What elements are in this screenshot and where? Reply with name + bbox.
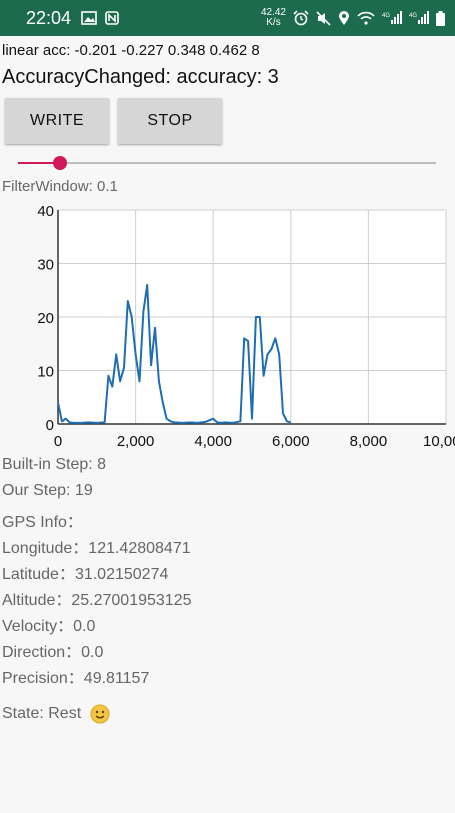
altitude-text: Altitude：25.27001953125 xyxy=(2,592,192,609)
chart-x-tick-label: 4,000 xyxy=(194,433,232,450)
chart-x-tick-label: 2,000 xyxy=(117,433,155,450)
accuracy-changed-text: AccuracyChanged: accuracy: 3 xyxy=(2,66,279,88)
chart-x-tick-label: 10,000 xyxy=(423,433,455,450)
latitude-text: Latitude：31.02150274 xyxy=(2,566,169,583)
stop-button[interactable]: STOP xyxy=(118,98,222,144)
chart-x-tick-label: 0 xyxy=(54,433,62,450)
signal-4g-icon: 4G xyxy=(409,11,429,24)
slider-thumb[interactable] xyxy=(52,156,67,170)
step-chart: 0 2,000 4,000 6,000 8,000 10,000 0 10 20 30 40 xyxy=(37,203,455,450)
chart-y-tick-label: 30 xyxy=(37,257,54,274)
state-text: State: Rest xyxy=(2,705,82,723)
gps-info-text: GPS Info： xyxy=(2,514,83,531)
chart-y-tick-label: 20 xyxy=(37,310,54,327)
chart-x-tick-label: 6,000 xyxy=(272,433,310,450)
nfc-icon xyxy=(105,11,119,25)
net-speed: 42.42 K/s xyxy=(260,7,286,28)
chart-series-line xyxy=(57,283,292,424)
longitude-text: Longitude：121.42808471 xyxy=(2,540,191,557)
status-time: 22:04 xyxy=(26,7,72,28)
chart-y-tick-label: 10 xyxy=(37,364,54,381)
builtin-step-text: Built-in Step: 8 xyxy=(2,456,107,473)
battery-icon xyxy=(436,10,445,26)
chart-y-tick-label: 40 xyxy=(37,203,54,220)
write-button[interactable]: WRITE xyxy=(5,98,109,144)
precision-text: Precision：49.81157 xyxy=(2,670,150,687)
location-icon xyxy=(339,11,349,25)
filter-window-label: FilterWindow: 0.1 xyxy=(2,178,118,195)
main-content: linear acc: -0.201 -0.227 0.348 0.462 8 … xyxy=(0,36,455,813)
linear-acc-text: linear acc: -0.201 -0.227 0.348 0.462 8 xyxy=(2,42,260,59)
slider-fill xyxy=(18,162,60,164)
velocity-text: Velocity：0.0 xyxy=(2,618,96,635)
signal-4g-icon: 4G xyxy=(382,11,402,24)
alarm-icon xyxy=(293,10,309,26)
state-row: State: Rest xyxy=(2,704,110,724)
our-step-text: Our Step: 19 xyxy=(2,482,93,499)
image-icon xyxy=(81,11,97,25)
mute-icon xyxy=(316,10,331,26)
chart-y-tick-label: 0 xyxy=(46,417,54,434)
smiley-icon xyxy=(90,704,110,724)
wifi-icon xyxy=(357,11,375,25)
status-bar: 22:04 42.42 K/s 4G 4G xyxy=(0,0,455,36)
filter-window-slider[interactable] xyxy=(18,154,436,174)
direction-text: Direction：0.0 xyxy=(2,644,104,661)
slider-track xyxy=(18,162,436,164)
svg-text:4G: 4G xyxy=(382,13,390,19)
chart-x-tick-label: 8,000 xyxy=(350,433,388,450)
svg-text:4G: 4G xyxy=(409,13,417,19)
